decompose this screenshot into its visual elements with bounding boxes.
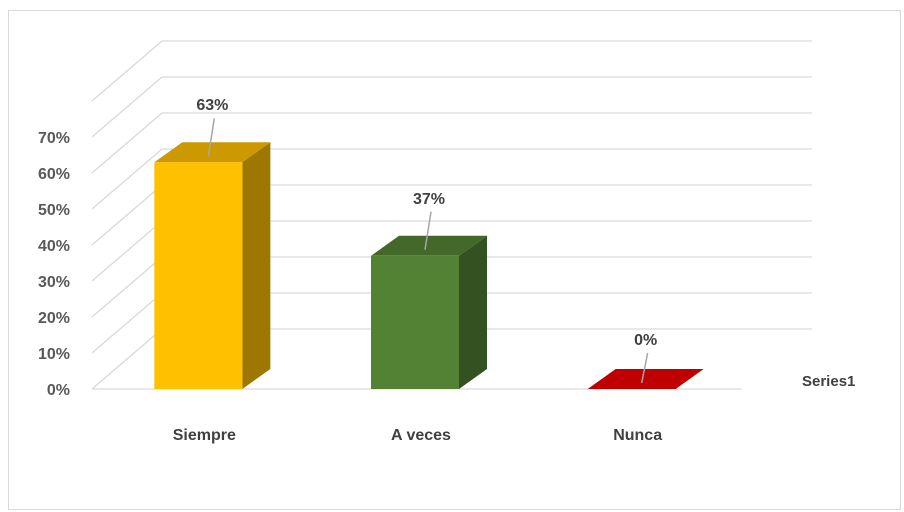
y-tick-label: 20%	[38, 310, 70, 327]
bar-1	[371, 255, 459, 389]
data-label-leader	[424, 211, 432, 250]
bar-top-0	[154, 142, 271, 163]
bar-side-1	[459, 235, 487, 389]
bar-top-1	[371, 235, 487, 256]
gridline-side	[91, 184, 163, 246]
bar-0	[154, 162, 243, 389]
y-tick-label: 60%	[38, 166, 70, 183]
gridline-side	[91, 148, 163, 210]
y-tick-label: 30%	[38, 274, 70, 291]
gridline-side	[91, 328, 163, 390]
data-label-leader	[207, 118, 216, 157]
y-tick-label: 10%	[38, 346, 70, 363]
y-tick-label: 70%	[38, 130, 70, 147]
data-label: 63%	[196, 97, 228, 114]
gridline-side	[91, 220, 163, 282]
data-label-leader	[640, 352, 649, 384]
gridline-side	[91, 40, 163, 102]
gridline-side	[91, 256, 163, 318]
x-category-label: A veces	[391, 427, 451, 444]
data-label: 0%	[634, 332, 657, 349]
y-tick-label: 0%	[47, 382, 70, 399]
x-category-label: Siempre	[173, 427, 236, 444]
y-tick-label: 50%	[38, 202, 70, 219]
gridline-side	[91, 76, 163, 138]
data-label: 37%	[413, 191, 445, 208]
gridline-side	[91, 112, 163, 174]
legend-series1: Series1	[802, 373, 855, 390]
y-tick-label: 40%	[38, 238, 70, 255]
bar-top-2	[587, 369, 704, 389]
gridline-side	[91, 292, 163, 354]
bar-side-0	[242, 142, 271, 389]
x-category-label: Nunca	[613, 427, 662, 444]
